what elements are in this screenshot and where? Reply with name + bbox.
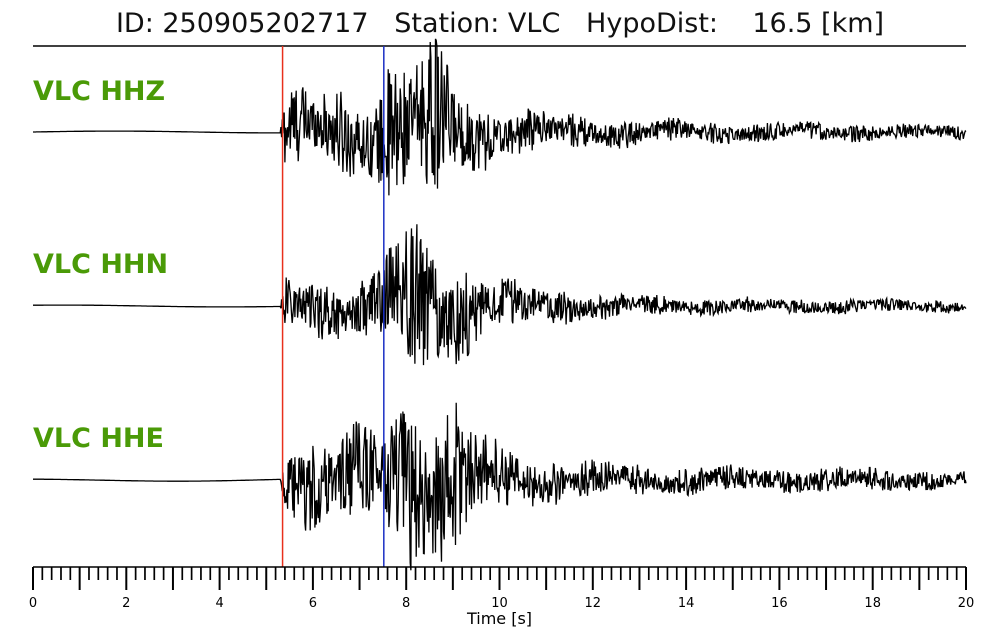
trace-label-hhz: VLC HHZ (33, 76, 166, 107)
x-tick-label: 2 (122, 596, 130, 611)
x-tick-label: 4 (215, 596, 223, 611)
trace-label-hhe: VLC HHE (33, 423, 164, 454)
x-tick-label: 12 (585, 596, 602, 611)
waveform-trace-vlc-hhz (33, 38, 967, 196)
x-tick-label: 8 (402, 596, 410, 611)
trace-label-hhn: VLC HHN (33, 249, 169, 280)
x-axis-label: Time [s] (466, 609, 532, 628)
x-tick-label: 18 (864, 596, 881, 611)
x-tick-label: 6 (309, 596, 317, 611)
waveform-trace-vlc-hhe (33, 402, 967, 571)
x-tick-label: 10 (491, 596, 508, 611)
figure-title: ID: 250905202717 Station: VLC HypoDist: … (115, 8, 885, 39)
waveform-trace-vlc-hhn (33, 224, 967, 366)
x-tick-label: 20 (958, 596, 975, 611)
x-tick-label: 16 (771, 596, 788, 611)
x-tick-label: 0 (29, 596, 37, 611)
x-tick-label: 14 (678, 596, 695, 611)
